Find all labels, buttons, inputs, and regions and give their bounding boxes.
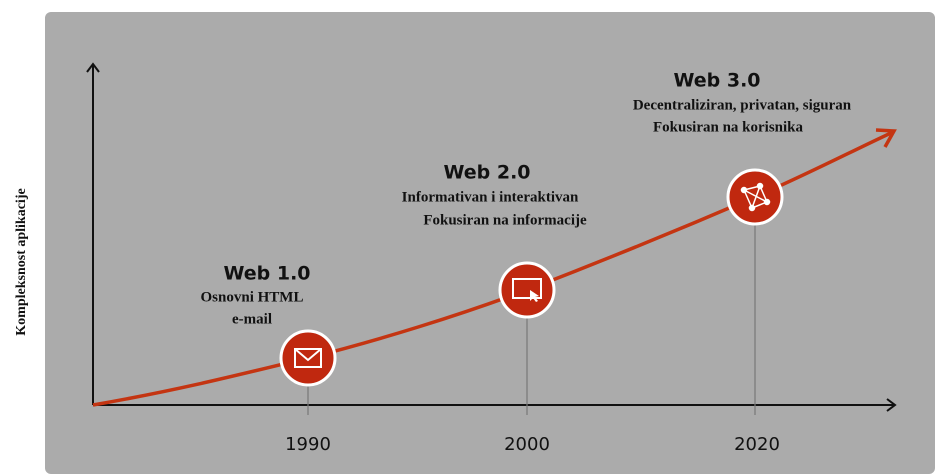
axes [86,62,897,412]
year-label: 2000 [504,434,550,455]
stage-line: Informativan i interaktivan [402,189,579,205]
panel [45,12,935,474]
icon-monitor [498,261,556,319]
drop-lines [307,224,756,415]
icon-email [279,329,337,387]
stage-line: Decentraliziran, privatan, siguran [633,97,852,113]
stage-line: Osnovni HTML [201,289,304,305]
year-label: 1990 [285,434,331,455]
curve-arrow [875,128,897,148]
stage-title: Web 1.0 [223,263,310,285]
stage-line: Fokusiran na informacije [423,212,587,228]
icon-network [726,168,784,226]
stage-title: Web 3.0 [673,70,760,92]
stage-line: e-mail [232,311,272,327]
stage-title: Web 2.0 [443,162,530,184]
year-label: 2020 [734,434,780,455]
stage-line: Fokusiran na korisnika [653,119,804,135]
y-axis-label: Kompleksnost aplikacije [14,188,29,335]
